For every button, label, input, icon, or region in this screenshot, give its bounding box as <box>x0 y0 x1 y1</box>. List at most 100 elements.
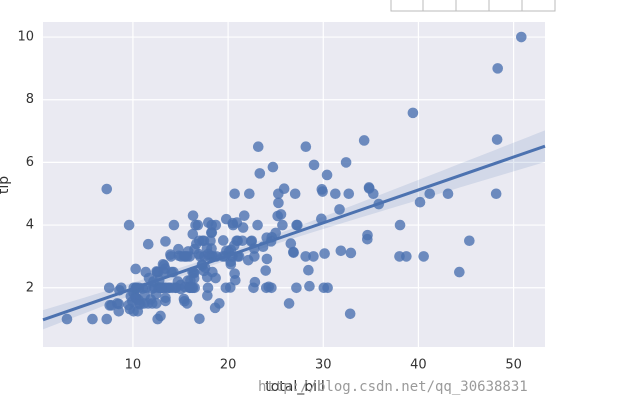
point <box>142 238 154 250</box>
point <box>418 251 429 262</box>
point <box>308 251 319 262</box>
point <box>358 135 370 146</box>
point <box>334 204 345 215</box>
point <box>160 295 171 307</box>
point <box>220 282 232 294</box>
point <box>244 188 255 200</box>
point <box>442 188 454 200</box>
regression-line <box>42 144 546 322</box>
point <box>490 188 502 200</box>
point <box>289 188 301 200</box>
point <box>170 282 181 294</box>
point <box>61 313 73 325</box>
point <box>248 282 259 294</box>
point <box>300 141 312 153</box>
point <box>267 161 279 173</box>
point <box>291 282 302 294</box>
point <box>283 298 295 309</box>
point <box>288 246 299 258</box>
point <box>180 251 191 262</box>
point <box>206 243 217 254</box>
point <box>152 313 163 325</box>
point <box>252 219 263 231</box>
point <box>229 188 240 200</box>
point <box>187 210 199 221</box>
point <box>316 184 328 195</box>
point <box>181 298 193 309</box>
x-axis-label: total_bill <box>265 379 325 395</box>
point <box>345 247 357 259</box>
point <box>401 251 412 262</box>
point <box>292 219 303 231</box>
point <box>260 282 272 294</box>
point <box>128 305 139 317</box>
toolbar <box>390 0 556 12</box>
x-tick-label: 10 <box>125 358 142 373</box>
point <box>130 263 141 275</box>
point <box>231 235 242 247</box>
watermark: http://blog.csdn.net/qq_30638831 <box>258 379 528 395</box>
point <box>202 282 214 294</box>
point <box>252 141 264 153</box>
point <box>414 196 426 208</box>
point <box>308 159 320 171</box>
point <box>210 219 222 231</box>
point <box>179 281 191 293</box>
point <box>343 188 355 200</box>
point <box>261 253 273 265</box>
point <box>210 272 221 284</box>
point <box>227 219 239 231</box>
point <box>202 290 213 301</box>
confidence-band <box>43 130 545 330</box>
point <box>123 219 135 231</box>
point <box>516 31 527 43</box>
tool-button[interactable] <box>455 0 490 12</box>
point <box>335 245 347 257</box>
point <box>217 235 229 246</box>
point <box>318 282 330 294</box>
plot-area <box>43 22 545 347</box>
tool-button[interactable] <box>521 0 556 12</box>
point <box>273 197 284 209</box>
x-tick-label: 50 <box>505 358 522 373</box>
point <box>344 308 356 320</box>
point <box>106 300 117 311</box>
y-tick-label: 6 <box>26 155 34 170</box>
point <box>300 251 311 262</box>
x-tick-label: 20 <box>220 358 237 373</box>
marks <box>42 31 546 330</box>
tool-button[interactable] <box>422 0 457 12</box>
point <box>158 259 170 271</box>
point <box>199 251 210 262</box>
point <box>205 235 216 247</box>
point <box>319 248 330 259</box>
point <box>464 235 475 247</box>
point <box>278 183 290 195</box>
point <box>165 251 177 262</box>
point <box>113 305 125 317</box>
tool-button[interactable] <box>488 0 523 12</box>
point <box>220 213 232 225</box>
point <box>209 302 221 314</box>
x-tick-label: 30 <box>315 358 332 373</box>
point <box>454 266 465 278</box>
point <box>362 229 373 241</box>
point <box>260 265 271 276</box>
point <box>134 299 146 310</box>
point <box>168 219 180 231</box>
point <box>285 238 297 249</box>
y-tick-label: 10 <box>17 30 34 45</box>
point <box>254 168 266 179</box>
point <box>103 282 115 294</box>
point <box>272 210 283 222</box>
point <box>245 236 257 247</box>
point <box>491 134 503 145</box>
x-tick-label: 40 <box>410 358 427 373</box>
tool-button[interactable] <box>390 0 424 12</box>
point <box>492 63 504 74</box>
point <box>230 274 241 286</box>
point <box>160 236 171 247</box>
y-tick-label: 4 <box>26 218 34 233</box>
point <box>277 219 288 231</box>
